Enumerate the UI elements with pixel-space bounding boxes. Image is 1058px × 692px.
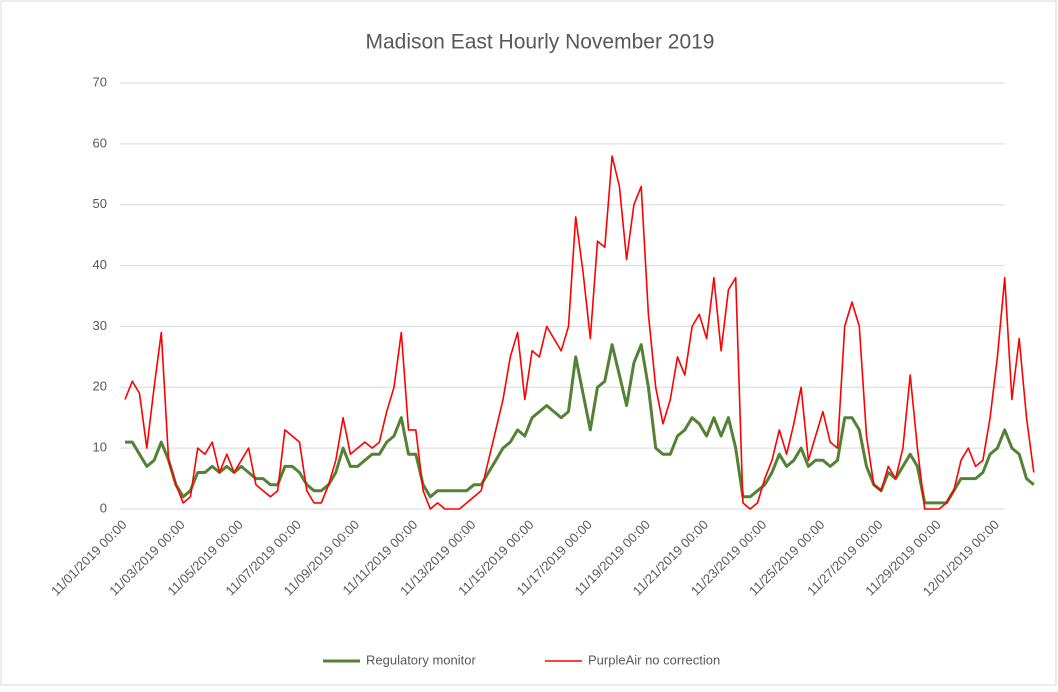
y-tick-label: 50	[93, 196, 107, 211]
y-tick-label: 70	[93, 74, 107, 89]
chart-title: Madison East Hourly November 2019	[365, 31, 714, 54]
legend-label: PurpleAir no correction	[588, 652, 720, 667]
y-tick-label: 30	[93, 318, 107, 333]
legend-label: Regulatory monitor	[366, 652, 476, 667]
data-line	[124, 155, 1035, 510]
y-tick-label: 0	[100, 500, 107, 515]
y-tick-label: 20	[93, 379, 107, 394]
y-tick-label: 60	[93, 135, 107, 150]
y-tick-label: 40	[93, 257, 107, 272]
y-tick-label: 10	[93, 440, 107, 455]
